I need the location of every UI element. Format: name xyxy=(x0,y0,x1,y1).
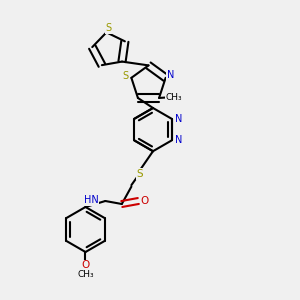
Text: CH₃: CH₃ xyxy=(165,93,182,102)
Text: N: N xyxy=(175,114,182,124)
Text: HN: HN xyxy=(84,195,99,205)
Text: N: N xyxy=(167,70,174,80)
Text: O: O xyxy=(140,196,148,206)
Text: CH₃: CH₃ xyxy=(77,270,94,279)
Text: S: S xyxy=(122,71,128,81)
Text: S: S xyxy=(106,23,112,34)
Text: N: N xyxy=(175,135,182,146)
Text: O: O xyxy=(81,260,90,270)
Text: S: S xyxy=(137,169,143,179)
